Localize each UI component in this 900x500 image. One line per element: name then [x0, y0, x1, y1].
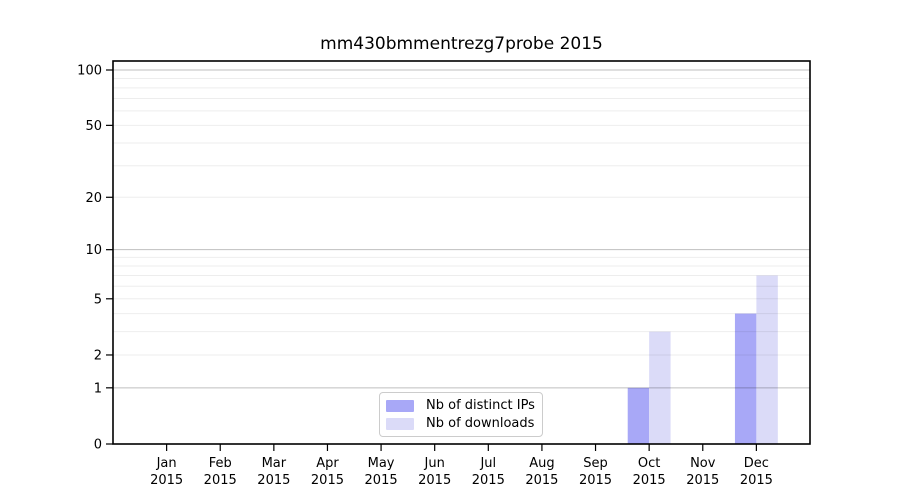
bar-nb-of-distinct-ips-dec	[734, 313, 757, 444]
chart-title: mm430bmmentrezg7probe 2015	[320, 34, 603, 54]
bars	[627, 275, 778, 444]
x-tick-label-month: Sep	[583, 456, 608, 471]
y-tick-label: 50	[85, 119, 102, 134]
bar-nb-of-distinct-ips-oct	[627, 387, 650, 444]
y-axis-ticks: 0 1 2 5 10 20 50 100	[77, 64, 113, 453]
x-tick-label-year: 2015	[633, 473, 666, 488]
x-tick-label-month: Jun	[424, 456, 445, 471]
legend-row-downloads: Nb of downloads	[386, 416, 534, 431]
bar-nb-of-downloads-dec	[756, 275, 778, 444]
legend-swatch-distinct-ips	[386, 399, 414, 412]
x-tick-label-year: 2015	[150, 473, 183, 488]
legend-row-distinct-ips: Nb of distinct IPs	[386, 398, 535, 413]
x-tick-label-month: Aug	[529, 456, 554, 471]
y-tick-label: 2	[94, 348, 102, 363]
y-tick-label: 1	[94, 381, 102, 396]
x-tick-label-month: Mar	[262, 456, 287, 471]
x-tick-label-year: 2015	[311, 473, 344, 488]
x-tick-label-year: 2015	[686, 473, 719, 488]
y-tick-label: 10	[85, 243, 102, 258]
x-tick-label-year: 2015	[365, 473, 398, 488]
legend-swatch-downloads	[386, 417, 414, 430]
x-tick-label-month: May	[368, 456, 395, 471]
x-tick-label-year: 2015	[472, 473, 505, 488]
y-tick-label: 100	[77, 64, 102, 79]
y-tick-label: 5	[94, 292, 102, 307]
legend: Nb of distinct IPs Nb of downloads	[379, 392, 543, 437]
x-tick-label-year: 2015	[579, 473, 612, 488]
x-tick-label-month: Jul	[479, 456, 496, 471]
x-tick-label-month: Nov	[690, 456, 716, 471]
x-tick-label-month: Feb	[209, 456, 232, 471]
x-tick-label-year: 2015	[418, 473, 451, 488]
x-axis-ticks: Jan 2015 Feb 2015 Mar 2015 Apr 2015 May 2015 Jun 20…	[150, 444, 773, 488]
legend-label-downloads: Nb of downloads	[426, 416, 535, 431]
gridlines	[113, 69, 810, 389]
plot-border	[112, 60, 811, 445]
x-tick-label-month: Oct	[638, 456, 660, 471]
x-tick-label-year: 2015	[204, 473, 237, 488]
x-tick-label-year: 2015	[740, 473, 773, 488]
bar-nb-of-downloads-oct	[649, 331, 671, 444]
x-tick-label-month: Jan	[156, 456, 177, 471]
legend-label-distinct-ips: Nb of distinct IPs	[426, 398, 535, 413]
x-tick-label-month: Dec	[744, 456, 769, 471]
x-tick-label-month: Apr	[316, 456, 339, 471]
x-tick-label-year: 2015	[257, 473, 290, 488]
y-tick-label: 0	[94, 438, 102, 453]
y-tick-label: 20	[85, 191, 102, 206]
x-tick-label-year: 2015	[525, 473, 558, 488]
